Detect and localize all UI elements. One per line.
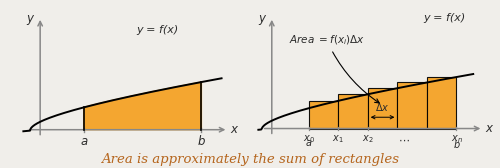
- Text: $x_0$: $x_0$: [303, 133, 314, 145]
- Bar: [308, 101, 338, 129]
- Text: y: y: [26, 12, 34, 25]
- Text: Area is approximately the sum of rectangles: Area is approximately the sum of rectang…: [101, 153, 399, 166]
- Text: $x_1$: $x_1$: [332, 133, 344, 145]
- Text: y = f(x): y = f(x): [136, 25, 179, 35]
- Text: y: y: [258, 12, 265, 25]
- Text: $b$: $b$: [452, 138, 460, 150]
- Polygon shape: [84, 82, 202, 130]
- Text: $a$: $a$: [305, 138, 312, 148]
- Text: b: b: [198, 135, 205, 149]
- Text: $\cdots$: $\cdots$: [398, 134, 410, 144]
- Text: Area $= f(x_i)\Delta x$: Area $= f(x_i)\Delta x$: [288, 33, 379, 103]
- Text: x: x: [485, 122, 492, 135]
- Text: $x_2$: $x_2$: [362, 133, 374, 145]
- Text: a: a: [80, 135, 88, 149]
- Bar: [398, 82, 427, 129]
- Bar: [427, 77, 456, 129]
- Text: $\Delta x$: $\Delta x$: [376, 101, 390, 113]
- Bar: [338, 94, 368, 129]
- Text: $x_n$: $x_n$: [450, 133, 462, 145]
- Text: y = f(x): y = f(x): [423, 13, 465, 24]
- Bar: [368, 88, 398, 129]
- Text: x: x: [230, 123, 237, 136]
